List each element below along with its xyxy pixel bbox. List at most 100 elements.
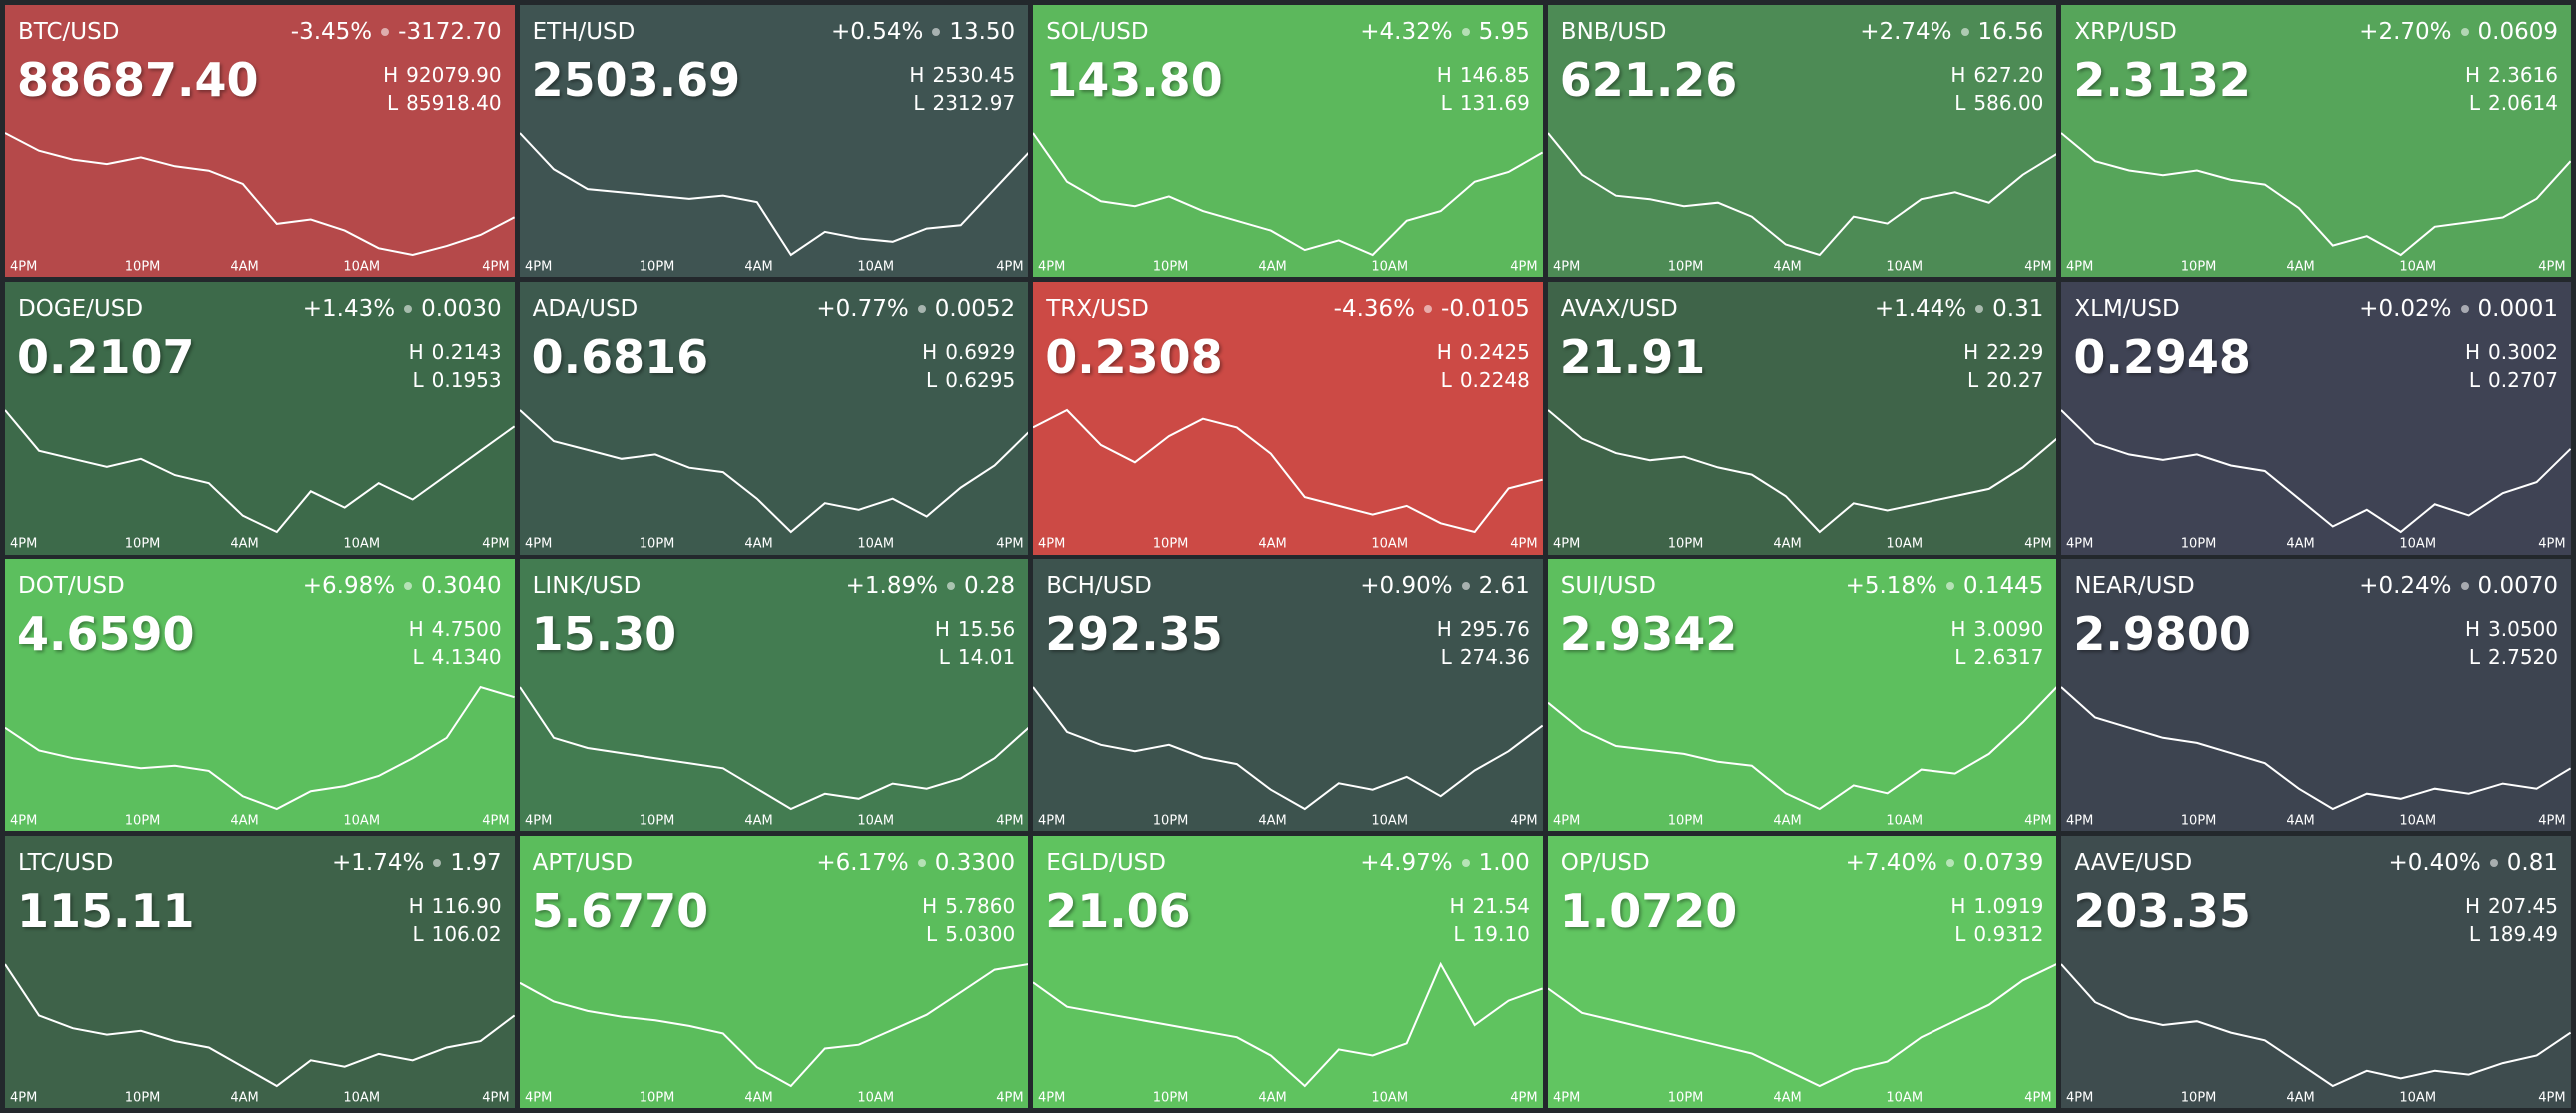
ticker-tile: 4PM 10PM 4AM 10AM 4PM APT/USD +6.17% 0.3300 5.67… bbox=[519, 835, 1029, 1108]
sparkline-chart: 4PM 10PM 4AM 10AM 4PM bbox=[519, 962, 1029, 1105]
ticker-tile: 4PM 10PM 4AM 10AM 4PM SOL/USD +4.32% 5.95 143.80… bbox=[1033, 5, 1543, 278]
pair-name: AAVE/USD bbox=[2074, 849, 2193, 876]
pair-name: EGLD/USD bbox=[1046, 849, 1166, 876]
separator-dot bbox=[404, 305, 413, 314]
high-row: H 116.90 bbox=[409, 894, 502, 918]
time-label: 4PM bbox=[2066, 537, 2093, 552]
low-row: L 0.9312 bbox=[1954, 922, 2043, 946]
pair-name: DOT/USD bbox=[18, 572, 125, 599]
time-label: 4PM bbox=[482, 813, 509, 828]
pair-name: TRX/USD bbox=[1046, 296, 1149, 323]
low-value: 274.36 bbox=[1459, 644, 1530, 669]
price: 88687.40 bbox=[17, 53, 259, 107]
sparkline-chart: 4PM 10PM 4AM 10AM 4PM bbox=[1033, 961, 1543, 1105]
ticker-tile: 4PM 10PM 4AM 10AM 4PM ETH/USD +0.54% 13.50 2503.… bbox=[519, 5, 1029, 278]
time-label: 4AM bbox=[1259, 259, 1287, 274]
price: 292.35 bbox=[1045, 606, 1223, 661]
high-label: H bbox=[1449, 893, 1465, 918]
time-label: 4PM bbox=[1510, 1090, 1537, 1105]
change-percent: -4.36% bbox=[1333, 296, 1416, 323]
price: 0.6816 bbox=[531, 330, 709, 385]
time-label: 4AM bbox=[230, 259, 258, 274]
ticker-tile: 4PM 10PM 4AM 10AM 4PM TRX/USD -4.36% -0.0105 0.2… bbox=[1033, 282, 1543, 555]
change-percent: +4.32% bbox=[1360, 19, 1453, 45]
time-label: 10PM bbox=[125, 813, 161, 828]
time-label: 4AM bbox=[1773, 813, 1801, 828]
time-label: 10AM bbox=[1886, 537, 1923, 552]
time-label: 10PM bbox=[1668, 1090, 1704, 1105]
time-label: 4PM bbox=[1510, 259, 1537, 274]
price: 21.91 bbox=[1559, 330, 1706, 385]
low-value: 106.02 bbox=[431, 921, 502, 946]
low-value: 14.01 bbox=[957, 644, 1016, 669]
pair-name: BCH/USD bbox=[1046, 572, 1152, 599]
high-label: H bbox=[1950, 616, 1966, 641]
change-percent: +0.90% bbox=[1360, 572, 1453, 599]
time-label: 4AM bbox=[1773, 259, 1801, 274]
change-group: -4.36% -0.0105 bbox=[1334, 296, 1530, 322]
low-row: L 586.00 bbox=[1954, 91, 2043, 115]
time-label: 4PM bbox=[996, 259, 1023, 274]
time-label: 4PM bbox=[1553, 813, 1580, 828]
high-value: 15.56 bbox=[957, 616, 1016, 641]
time-label: 4PM bbox=[1553, 1090, 1580, 1105]
low-label: L bbox=[2468, 644, 2481, 669]
low-value: 20.27 bbox=[1986, 368, 2044, 393]
change-group: +7.40% 0.0739 bbox=[1846, 850, 2044, 876]
separator-dot bbox=[1945, 858, 1954, 867]
time-label: 4PM bbox=[2539, 537, 2566, 552]
separator-dot bbox=[381, 28, 390, 36]
price: 2503.69 bbox=[531, 53, 741, 107]
change-group: +0.54% 13.50 bbox=[831, 19, 1015, 45]
sparkline-chart: 4PM 10PM 4AM 10AM 4PM bbox=[1547, 132, 2057, 274]
price: 2.9342 bbox=[1559, 606, 1738, 661]
change-amount: 0.0070 bbox=[2477, 572, 2558, 599]
separator-dot bbox=[2489, 858, 2498, 867]
low-value: 4.1340 bbox=[431, 644, 502, 669]
separator-dot bbox=[1461, 581, 1470, 590]
change-group: +0.90% 2.61 bbox=[1360, 573, 1530, 599]
change-group: +1.44% 0.31 bbox=[1875, 296, 2044, 322]
change-amount: 1.00 bbox=[1478, 849, 1530, 876]
high-value: 146.85 bbox=[1459, 63, 1530, 87]
sparkline-chart: 4PM 10PM 4AM 10AM 4PM bbox=[2061, 409, 2571, 552]
time-label: 10PM bbox=[639, 1090, 674, 1105]
sparkline bbox=[5, 132, 515, 257]
time-label: 10AM bbox=[1886, 813, 1923, 828]
high-value: 3.0090 bbox=[1973, 616, 2044, 641]
time-label: 4PM bbox=[525, 1090, 552, 1105]
change-amount: 13.50 bbox=[949, 19, 1016, 45]
high-value: 0.3002 bbox=[2488, 340, 2558, 365]
pair-name: ETH/USD bbox=[532, 19, 636, 45]
time-label: 4AM bbox=[744, 537, 772, 552]
sparkline bbox=[519, 132, 1029, 257]
sparkline-chart: 4PM 10PM 4AM 10AM 4PM bbox=[5, 685, 515, 828]
pair-name: LINK/USD bbox=[532, 572, 642, 599]
time-label: 10PM bbox=[125, 537, 161, 552]
price: 0.2308 bbox=[1045, 330, 1223, 385]
change-amount: 2.61 bbox=[1478, 572, 1530, 599]
time-label: 10AM bbox=[1372, 259, 1409, 274]
high-row: H 3.0090 bbox=[1950, 617, 2043, 641]
sparkline-chart: 4PM 10PM 4AM 10AM 4PM bbox=[1547, 685, 2057, 828]
change-amount: 0.28 bbox=[963, 572, 1016, 599]
ticker-tile: 4PM 10PM 4AM 10AM 4PM NEAR/USD +0.24% 0.0070 2.9… bbox=[2061, 558, 2571, 831]
ticker-tile: 4PM 10PM 4AM 10AM 4PM XRP/USD +2.70% 0.0609 2.31… bbox=[2061, 5, 2571, 278]
time-label: 10PM bbox=[2181, 813, 2217, 828]
low-label: L bbox=[412, 368, 424, 393]
time-label: 10PM bbox=[125, 259, 161, 274]
separator-dot bbox=[2460, 305, 2469, 314]
sparkline bbox=[1547, 962, 2057, 1087]
separator-dot bbox=[917, 858, 926, 867]
time-label: 4PM bbox=[482, 259, 509, 274]
change-amount: 0.0052 bbox=[934, 296, 1016, 323]
change-percent: +1.89% bbox=[845, 572, 938, 599]
low-row: L 274.36 bbox=[1441, 645, 1530, 669]
high-value: 116.90 bbox=[431, 893, 502, 918]
pair-name: ADA/USD bbox=[532, 296, 639, 323]
change-amount: 0.0609 bbox=[2477, 19, 2558, 45]
low-label: L bbox=[913, 91, 925, 115]
change-group: +4.97% 1.00 bbox=[1360, 850, 1530, 876]
low-value: 0.2707 bbox=[2488, 368, 2558, 393]
